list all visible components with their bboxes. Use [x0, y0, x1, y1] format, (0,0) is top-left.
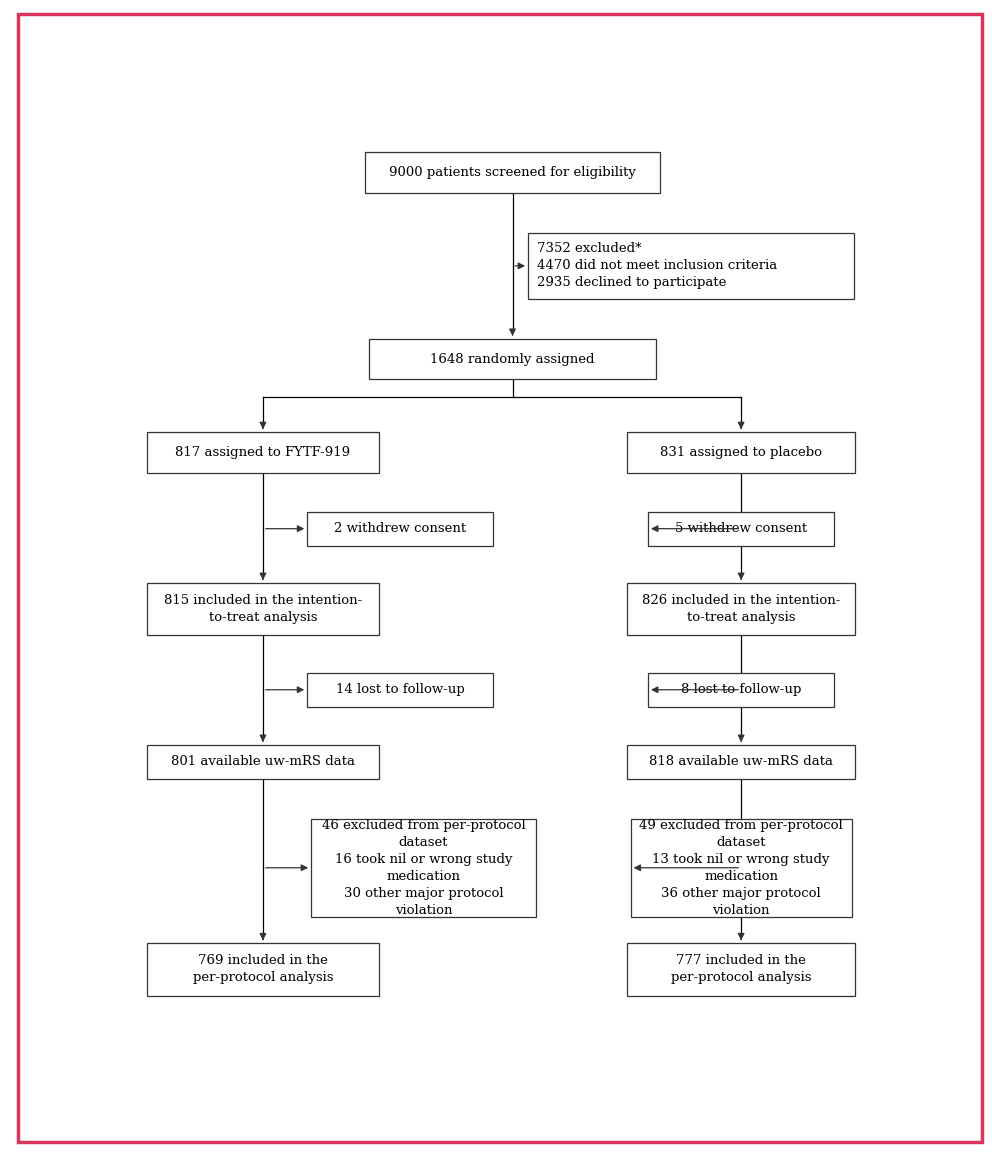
- Text: 817 assigned to FYTF-919: 817 assigned to FYTF-919: [175, 446, 351, 459]
- Bar: [627, 943, 855, 995]
- Bar: [147, 943, 379, 995]
- Bar: [147, 432, 379, 473]
- Bar: [528, 232, 854, 299]
- Text: 777 included in the
per-protocol analysis: 777 included in the per-protocol analysi…: [671, 955, 811, 985]
- Text: 826 included in the intention-
to-treat analysis: 826 included in the intention- to-treat …: [642, 594, 840, 624]
- Text: 7352 excluded*
4470 did not meet inclusion criteria
2935 declined to participate: 7352 excluded* 4470 did not meet inclusi…: [537, 243, 778, 289]
- Text: 5 withdrew consent: 5 withdrew consent: [675, 523, 807, 535]
- Bar: [307, 512, 493, 546]
- Bar: [147, 583, 379, 636]
- Bar: [307, 673, 493, 706]
- Text: 818 available uw-mRS data: 818 available uw-mRS data: [649, 755, 833, 769]
- Bar: [627, 744, 855, 779]
- Text: 1648 randomly assigned: 1648 randomly assigned: [430, 353, 595, 365]
- Bar: [365, 153, 660, 193]
- Text: 2 withdrew consent: 2 withdrew consent: [334, 523, 466, 535]
- Text: 46 excluded from per-protocol
dataset
16 took nil or wrong study
medication
30 o: 46 excluded from per-protocol dataset 16…: [322, 818, 525, 917]
- Bar: [648, 512, 834, 546]
- Bar: [311, 818, 536, 917]
- Bar: [627, 432, 855, 473]
- Text: 815 included in the intention-
to-treat analysis: 815 included in the intention- to-treat …: [164, 594, 362, 624]
- Text: 769 included in the
per-protocol analysis: 769 included in the per-protocol analysi…: [193, 955, 333, 985]
- Bar: [147, 744, 379, 779]
- Text: 9000 patients screened for eligibility: 9000 patients screened for eligibility: [389, 166, 636, 179]
- Text: 8 lost to follow-up: 8 lost to follow-up: [681, 683, 801, 696]
- Text: 801 available uw-mRS data: 801 available uw-mRS data: [171, 755, 355, 769]
- Text: 831 assigned to placebo: 831 assigned to placebo: [660, 446, 822, 459]
- Bar: [631, 818, 852, 917]
- Bar: [648, 673, 834, 706]
- Text: 14 lost to follow-up: 14 lost to follow-up: [336, 683, 464, 696]
- Bar: [369, 339, 656, 379]
- Text: 49 excluded from per-protocol
dataset
13 took nil or wrong study
medication
36 o: 49 excluded from per-protocol dataset 13…: [639, 818, 843, 917]
- Bar: [627, 583, 855, 636]
